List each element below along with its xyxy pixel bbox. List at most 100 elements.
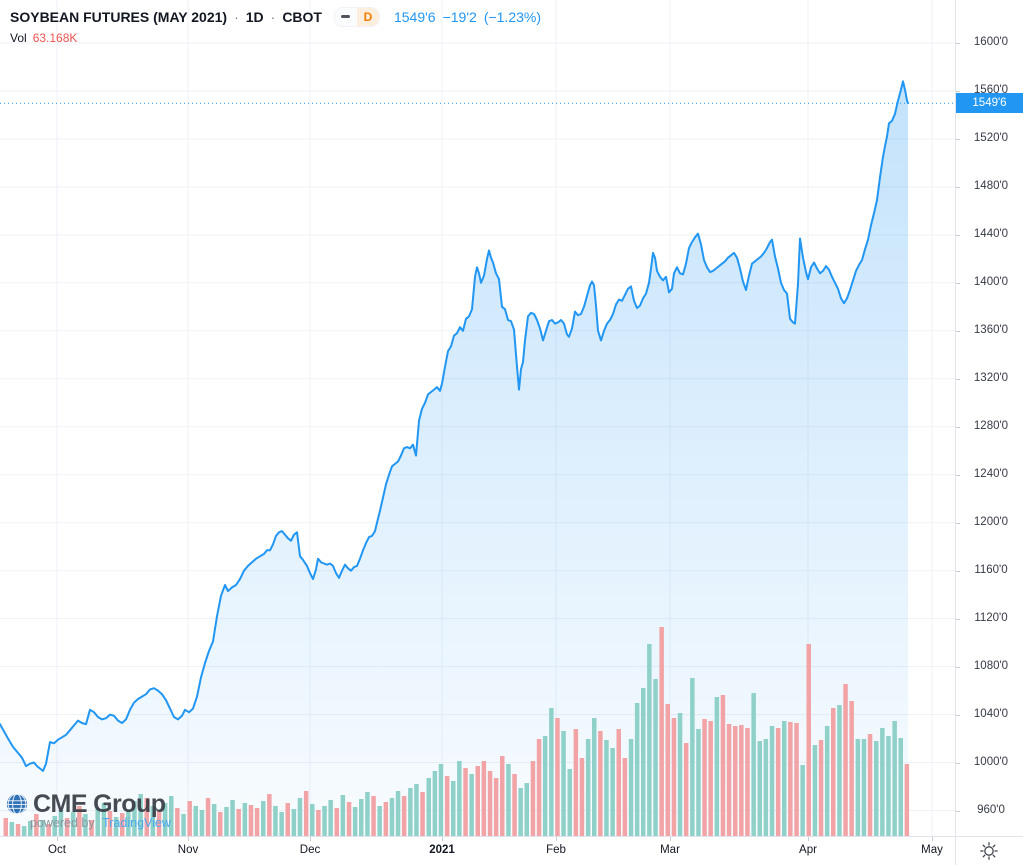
volume-bar	[408, 788, 413, 836]
price-tickmark	[956, 427, 960, 428]
volume-bar	[457, 761, 462, 836]
symbol-title[interactable]: SOYBEAN FUTURES (MAY 2021)	[10, 8, 228, 25]
volume-bar	[500, 756, 505, 836]
volume-bar	[359, 799, 364, 836]
volume-bar	[144, 798, 149, 836]
separator-dot: ·	[234, 8, 239, 25]
time-tick-label: May	[921, 844, 943, 856]
time-tick-label: Oct	[48, 844, 66, 856]
volume-bar	[628, 739, 634, 836]
volume-bar	[598, 731, 603, 836]
price-tickmark	[956, 235, 960, 236]
volume-bar	[880, 728, 885, 836]
volume-bar	[334, 808, 339, 836]
settings-gear-button[interactable]	[980, 842, 998, 860]
volume-bar	[328, 800, 333, 836]
volume-bar	[340, 795, 346, 836]
volume-bar	[297, 798, 303, 836]
time-tick-label: Mar	[660, 844, 680, 856]
price-tickmark	[956, 667, 960, 668]
volume-bar	[818, 740, 824, 836]
volume-bar	[352, 807, 358, 836]
group-label: Group	[93, 790, 166, 818]
volume-bar	[616, 729, 621, 836]
volume-bar	[641, 688, 646, 836]
volume-bar	[9, 822, 15, 836]
volume-bar	[837, 705, 842, 836]
price-tick-label: 1400'0	[973, 275, 1009, 288]
volume-bar	[95, 808, 100, 836]
volume-bar	[181, 814, 186, 836]
volume-bar	[463, 768, 468, 836]
volume-bar	[254, 808, 260, 836]
price-tick-label: 960'0	[977, 803, 1005, 816]
chart-canvas[interactable]	[0, 0, 955, 836]
volume-bar	[769, 726, 775, 836]
volume-bar	[451, 781, 456, 836]
volume-bar	[285, 803, 290, 836]
time-axis[interactable]: Oct Nov Dec 2021 Feb Mar Apr May	[0, 836, 1023, 865]
price-tickmark	[956, 619, 960, 620]
time-tickmark	[310, 837, 311, 841]
price-area	[0, 81, 908, 836]
volume-bar	[432, 771, 438, 836]
volume-bar	[377, 806, 382, 836]
tradingview-link[interactable]: TradingView	[102, 816, 171, 830]
volume-bar	[365, 792, 370, 836]
volume-bar	[395, 791, 401, 836]
volume-bar	[401, 796, 407, 836]
time-tickmark	[670, 837, 671, 841]
volume-bar	[800, 765, 805, 836]
time-tickmark	[556, 837, 557, 841]
volume-row: Vol 63.168K	[10, 31, 541, 46]
time-tickmark	[442, 837, 443, 841]
volume-bar	[610, 748, 615, 836]
volume-bar	[77, 806, 82, 836]
axis-corner	[955, 837, 1023, 865]
volume-bar	[310, 804, 315, 836]
volume-bar	[555, 718, 560, 836]
volume-bar	[861, 739, 867, 836]
volume-label: Vol	[10, 31, 27, 45]
volume-bar	[849, 701, 854, 836]
volume-bar	[524, 783, 529, 836]
volume-bar	[898, 738, 903, 836]
volume-bar	[40, 820, 45, 836]
volume-bar	[273, 806, 278, 836]
time-tick-label: Apr	[799, 844, 817, 856]
volume-bar	[714, 697, 720, 836]
volume-bar	[389, 798, 395, 836]
time-tickmark	[808, 837, 809, 841]
volume-bar	[21, 826, 27, 836]
volume-bar	[831, 708, 836, 836]
price-tick-label: 1520'0	[973, 131, 1009, 144]
price-tick-label: 1160'0	[974, 563, 1008, 576]
volume-bar	[604, 740, 609, 836]
volume-bar	[138, 794, 143, 836]
cme-group-logo[interactable]: CME Group	[6, 791, 166, 817]
volume-value: 63.168K	[32, 31, 78, 45]
last-price: 1549'6	[393, 8, 436, 25]
volume-bar	[653, 679, 658, 836]
price-tickmark	[956, 523, 960, 524]
volume-bar	[751, 693, 756, 836]
volume-bar	[579, 758, 585, 836]
volume-bar	[475, 766, 480, 836]
volume-bar	[843, 684, 848, 836]
time-tick-label: Feb	[546, 844, 566, 856]
volume-bar	[622, 758, 628, 836]
volume-bar	[904, 764, 910, 836]
price-tick-label: 1480'0	[973, 179, 1009, 192]
volume-bar	[671, 718, 677, 836]
price-tickmark	[956, 475, 960, 476]
volume-bar	[665, 704, 670, 836]
volume-bar	[542, 736, 548, 836]
volume-bar	[150, 806, 156, 836]
volume-bar	[745, 728, 750, 836]
volume-bar	[169, 796, 174, 836]
volume-bar	[113, 817, 119, 836]
volume-bar	[444, 776, 450, 836]
price-axis[interactable]: 1549'6 1600'0 1560'0 1520'0 1480'0 1440'0 140…	[955, 0, 1023, 836]
volume-bar	[230, 800, 235, 836]
